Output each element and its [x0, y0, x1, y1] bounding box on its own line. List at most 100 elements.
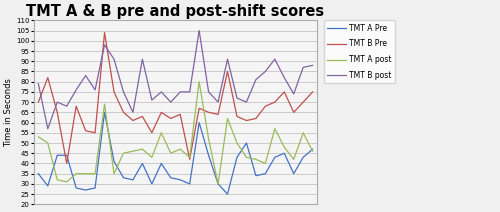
TMT A Pre: [262, 172, 268, 175]
TMT B Pre: [300, 101, 306, 103]
TMT A post: [177, 148, 183, 150]
TMT B Pre: [196, 107, 202, 110]
TMT A Pre: [234, 156, 240, 159]
TMT A post: [310, 150, 316, 152]
TMT A post: [73, 172, 79, 175]
TMT B post: [120, 91, 126, 93]
TMT A Pre: [206, 154, 212, 156]
TMT B post: [54, 101, 60, 103]
TMT A Pre: [158, 162, 164, 165]
TMT B post: [168, 101, 174, 103]
TMT B Pre: [36, 101, 42, 103]
TMT B Pre: [234, 115, 240, 118]
TMT B Pre: [54, 111, 60, 114]
TMT A Pre: [224, 193, 230, 195]
TMT B Pre: [82, 130, 88, 132]
Line: TMT B post: TMT B post: [38, 31, 312, 129]
TMT A Pre: [36, 172, 42, 175]
TMT B Pre: [177, 113, 183, 116]
TMT B post: [140, 58, 145, 60]
TMT B post: [45, 127, 51, 130]
TMT B post: [290, 93, 296, 95]
TMT A post: [64, 181, 70, 183]
TMT A post: [111, 172, 117, 175]
TMT A post: [196, 80, 202, 83]
TMT A Pre: [300, 156, 306, 159]
TMT A post: [290, 158, 296, 161]
TMT B post: [73, 89, 79, 91]
TMT A Pre: [64, 154, 70, 156]
TMT B post: [282, 76, 288, 79]
Line: TMT A Pre: TMT A Pre: [38, 112, 312, 194]
TMT A Pre: [73, 187, 79, 189]
TMT A Pre: [272, 156, 278, 159]
TMT B Pre: [64, 162, 70, 165]
TMT B Pre: [310, 91, 316, 93]
TMT A post: [158, 131, 164, 134]
TMT A post: [244, 156, 250, 159]
TMT B post: [215, 101, 221, 103]
TMT A post: [92, 172, 98, 175]
TMT B Pre: [224, 70, 230, 73]
TMT B post: [253, 78, 259, 81]
TMT B post: [149, 99, 155, 101]
TMT A post: [186, 156, 192, 159]
TMT A Pre: [244, 142, 250, 144]
Line: TMT A post: TMT A post: [38, 82, 312, 184]
TMT A post: [272, 127, 278, 130]
TMT B Pre: [206, 111, 212, 114]
TMT A post: [149, 156, 155, 159]
TMT B Pre: [45, 76, 51, 79]
TMT B post: [310, 64, 316, 67]
TMT A post: [36, 136, 42, 138]
TMT B post: [82, 74, 88, 77]
Legend: TMT A Pre, TMT B Pre, TMT A post, TMT B post: TMT A Pre, TMT B Pre, TMT A post, TMT B …: [324, 21, 395, 83]
TMT B Pre: [272, 101, 278, 103]
TMT A Pre: [111, 160, 117, 163]
TMT B Pre: [215, 113, 221, 116]
TMT A post: [102, 103, 107, 105]
TMT A Pre: [130, 179, 136, 181]
TMT B post: [224, 58, 230, 60]
TMT A post: [45, 142, 51, 144]
TMT B post: [130, 111, 136, 114]
TMT B post: [272, 58, 278, 60]
TMT B Pre: [130, 119, 136, 122]
TMT B Pre: [253, 117, 259, 120]
TMT B Pre: [92, 131, 98, 134]
TMT A Pre: [82, 189, 88, 191]
TMT B Pre: [111, 91, 117, 93]
TMT B post: [206, 91, 212, 93]
TMT B post: [102, 44, 107, 46]
TMT A Pre: [282, 152, 288, 155]
TMT A post: [54, 179, 60, 181]
TMT B Pre: [186, 158, 192, 161]
Line: TMT B Pre: TMT B Pre: [38, 33, 312, 163]
TMT B post: [244, 101, 250, 103]
TMT B Pre: [282, 91, 288, 93]
TMT A post: [140, 148, 145, 150]
TMT A post: [253, 158, 259, 161]
TMT B Pre: [244, 119, 250, 122]
TMT B post: [177, 91, 183, 93]
TMT A post: [130, 150, 136, 152]
TMT B Pre: [168, 117, 174, 120]
TMT A Pre: [177, 179, 183, 181]
TMT A post: [215, 183, 221, 185]
TMT A Pre: [140, 162, 145, 165]
Y-axis label: Time in Seconds: Time in Seconds: [4, 78, 13, 147]
TMT A post: [224, 117, 230, 120]
TMT A Pre: [310, 148, 316, 150]
TMT A Pre: [149, 183, 155, 185]
TMT A post: [262, 162, 268, 165]
TMT B post: [36, 82, 42, 85]
TMT A Pre: [120, 176, 126, 179]
TMT A post: [300, 131, 306, 134]
TMT B Pre: [158, 111, 164, 114]
TMT B Pre: [149, 131, 155, 134]
TMT B post: [111, 58, 117, 60]
TMT A Pre: [196, 121, 202, 124]
TMT A Pre: [253, 174, 259, 177]
TMT A Pre: [168, 176, 174, 179]
TMT A post: [120, 152, 126, 155]
